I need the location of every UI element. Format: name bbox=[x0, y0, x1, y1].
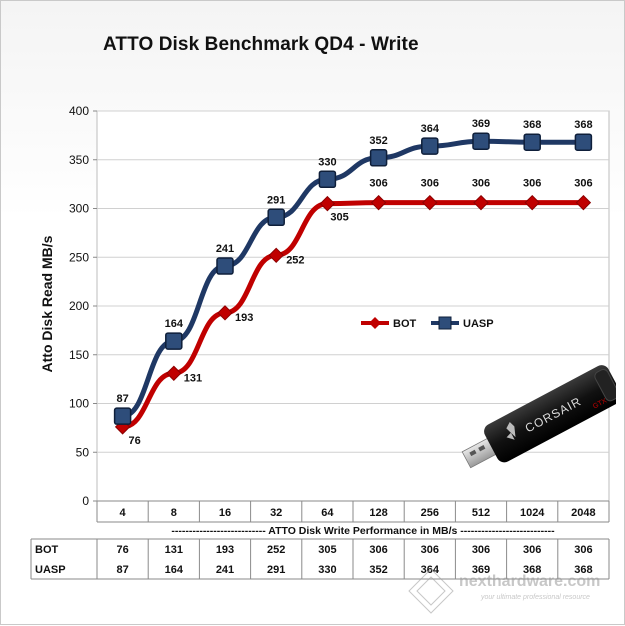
watermark-text: nexthardware.com bbox=[459, 573, 600, 590]
x-tick-label: 8 bbox=[171, 507, 177, 519]
x-tick-label: 512 bbox=[472, 507, 490, 519]
chart-title: ATTO Disk Benchmark QD4 - Write bbox=[103, 34, 419, 55]
watermark: nexthardware.com your ultimate professio… bbox=[408, 568, 600, 614]
data-label-bot: 306 bbox=[574, 178, 592, 190]
data-label-bot: 252 bbox=[286, 254, 304, 266]
table-cell: 368 bbox=[574, 564, 592, 576]
x-tick-label: 4 bbox=[120, 507, 127, 519]
table-cell: 368 bbox=[523, 564, 541, 576]
data-label-bot: 306 bbox=[523, 178, 541, 190]
table-cell: 241 bbox=[216, 564, 234, 576]
table-row-label: BOT bbox=[35, 544, 59, 556]
data-label-uasp: 368 bbox=[523, 119, 541, 131]
data-point-bot bbox=[524, 194, 540, 211]
data-point-uasp bbox=[574, 133, 593, 151]
y-tick-label: 350 bbox=[69, 153, 89, 167]
table-row-label: UASP bbox=[35, 564, 66, 576]
table-cell: 305 bbox=[318, 544, 336, 556]
table-cell: 306 bbox=[574, 544, 592, 556]
data-point-bot bbox=[268, 247, 284, 264]
data-point-bot bbox=[319, 195, 336, 212]
table-cell: 291 bbox=[267, 564, 285, 576]
watermark-tagline: your ultimate professional resource bbox=[480, 594, 590, 601]
data-point-uasp bbox=[216, 257, 234, 275]
data-point-uasp bbox=[165, 332, 183, 350]
data-point-bot bbox=[473, 194, 489, 211]
y-tick-label: 250 bbox=[69, 250, 89, 264]
data-label-uasp: 369 bbox=[472, 118, 490, 130]
y-tick-label: 50 bbox=[76, 445, 90, 459]
data-point-uasp bbox=[113, 407, 132, 425]
x-tick-label: 16 bbox=[219, 507, 231, 519]
data-label-bot: 306 bbox=[369, 178, 387, 190]
x-tick-label: 32 bbox=[270, 507, 282, 519]
data-label-bot: 131 bbox=[184, 372, 202, 384]
x-tick-label: 2048 bbox=[571, 507, 595, 519]
table-cell: 352 bbox=[369, 564, 387, 576]
data-label-bot: 193 bbox=[235, 312, 253, 324]
data-point-uasp bbox=[472, 132, 490, 150]
data-point-uasp bbox=[369, 149, 388, 167]
table-cell: 252 bbox=[267, 544, 285, 556]
table-cell: 369 bbox=[472, 564, 490, 576]
legend-label-uasp: UASP bbox=[463, 318, 494, 330]
y-tick-label: 0 bbox=[82, 494, 89, 508]
legend-marker-uasp bbox=[438, 316, 452, 330]
table-cell: 306 bbox=[472, 544, 490, 556]
data-point-uasp bbox=[267, 208, 285, 227]
table-cell: 306 bbox=[421, 544, 439, 556]
data-label-uasp: 330 bbox=[318, 156, 336, 168]
legend-marker-bot bbox=[369, 317, 381, 329]
table-cell: 164 bbox=[165, 564, 184, 576]
x-tick-label: 256 bbox=[421, 507, 439, 519]
data-label-bot: 306 bbox=[421, 178, 439, 190]
y-tick-label: 100 bbox=[69, 397, 89, 411]
table-cell: 76 bbox=[116, 544, 128, 556]
data-label-uasp: 87 bbox=[116, 393, 128, 405]
data-label-bot: 306 bbox=[472, 178, 490, 190]
data-point-bot bbox=[422, 194, 438, 211]
data-label-uasp: 352 bbox=[369, 135, 387, 147]
table-cell: 131 bbox=[165, 544, 183, 556]
data-point-uasp bbox=[421, 137, 439, 155]
table-cell: 193 bbox=[216, 544, 234, 556]
data-point-uasp bbox=[523, 133, 541, 151]
x-tick-label: 128 bbox=[369, 507, 387, 519]
data-label-uasp: 164 bbox=[165, 318, 184, 330]
data-label-uasp: 241 bbox=[216, 243, 234, 255]
data-label-uasp: 368 bbox=[574, 119, 592, 131]
data-point-bot bbox=[370, 194, 387, 211]
data-label-uasp: 291 bbox=[267, 194, 285, 206]
table-cell: 330 bbox=[318, 564, 336, 576]
data-point-uasp bbox=[318, 170, 337, 188]
data-point-bot bbox=[217, 305, 233, 321]
data-point-bot bbox=[166, 365, 182, 381]
table-cell: 306 bbox=[523, 544, 541, 556]
y-tick-label: 200 bbox=[69, 299, 89, 313]
table-cell: 306 bbox=[369, 544, 387, 556]
data-label-bot: 305 bbox=[330, 212, 348, 224]
x-tick-label: 64 bbox=[321, 507, 334, 519]
data-point-bot bbox=[575, 194, 592, 211]
x-axis-label: --------------------------- ATTO Disk Wr… bbox=[171, 525, 555, 537]
corsair-sails-icon bbox=[506, 422, 516, 440]
table-cell: 87 bbox=[116, 564, 128, 576]
x-tick-label: 1024 bbox=[520, 507, 545, 519]
data-label-uasp: 364 bbox=[421, 123, 440, 135]
y-tick-label: 400 bbox=[69, 104, 89, 118]
usb-drive-image: CORSAIR GTX bbox=[461, 365, 616, 469]
legend-label-bot: BOT bbox=[393, 318, 417, 330]
y-tick-label: 300 bbox=[69, 202, 89, 216]
data-label-bot: 76 bbox=[128, 435, 140, 447]
y-tick-label: 150 bbox=[69, 348, 89, 362]
